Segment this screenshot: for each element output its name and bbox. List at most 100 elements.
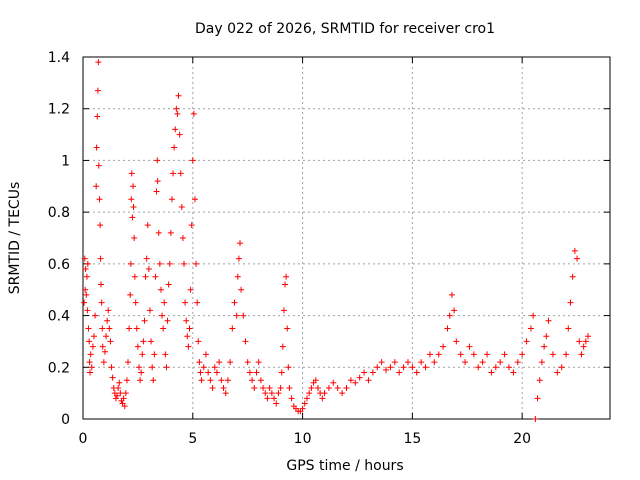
data-point	[97, 255, 104, 262]
data-point	[181, 260, 188, 267]
data-point	[574, 255, 581, 262]
data-point	[128, 170, 135, 177]
data-point	[246, 369, 253, 376]
data-point	[440, 343, 447, 350]
y-tick-label: 1.2	[48, 102, 70, 118]
data-point	[519, 351, 526, 358]
data-point	[128, 196, 135, 203]
data-point	[88, 364, 95, 371]
data-point	[179, 235, 186, 241]
data-point	[453, 338, 460, 345]
data-point	[129, 214, 136, 221]
data-point	[347, 377, 354, 384]
data-point	[154, 178, 161, 185]
data-point	[117, 390, 124, 397]
data-point	[139, 351, 146, 358]
data-point	[479, 359, 486, 366]
data-point	[538, 359, 545, 366]
data-point	[137, 377, 144, 384]
data-point	[173, 105, 180, 112]
data-point	[103, 333, 110, 340]
data-point	[488, 369, 495, 376]
data-point	[98, 299, 105, 306]
data-point	[470, 351, 477, 358]
data-point	[115, 384, 122, 391]
data-point	[275, 390, 282, 397]
data-point	[545, 317, 552, 324]
data-point	[86, 338, 93, 345]
data-point	[285, 364, 292, 371]
data-point	[99, 343, 106, 350]
data-point	[543, 333, 550, 340]
data-point	[257, 377, 264, 384]
data-point	[135, 364, 142, 371]
data-point	[178, 203, 185, 210]
data-point	[205, 369, 212, 376]
data-point	[187, 286, 194, 293]
data-point	[569, 273, 576, 280]
data-point	[369, 369, 376, 376]
data-point	[231, 299, 238, 306]
data-point	[541, 343, 548, 350]
data-point	[108, 364, 115, 371]
data-point	[457, 351, 464, 358]
data-point	[554, 369, 561, 376]
data-point	[193, 260, 200, 267]
data-point	[149, 364, 156, 371]
data-point	[216, 359, 223, 366]
data-point	[501, 351, 508, 358]
data-point	[207, 377, 214, 384]
data-point	[220, 384, 227, 391]
data-point	[413, 369, 420, 376]
data-point	[198, 377, 205, 384]
data-point	[120, 395, 127, 402]
x-axis-title: GPS time / hours	[286, 458, 403, 474]
data-point	[123, 377, 130, 384]
data-point	[497, 359, 504, 366]
data-point	[233, 312, 240, 319]
data-point	[578, 351, 585, 358]
data-point	[279, 343, 286, 350]
data-point	[277, 384, 284, 391]
data-point	[130, 183, 137, 190]
data-point	[195, 338, 202, 345]
data-point	[104, 317, 111, 324]
data-point	[308, 384, 315, 391]
data-point	[492, 364, 499, 371]
grid	[83, 57, 610, 419]
data-point	[448, 291, 455, 298]
data-point	[396, 369, 403, 376]
data-point	[160, 325, 167, 332]
data-point	[94, 87, 101, 94]
data-point	[185, 343, 192, 350]
data-point	[90, 333, 97, 340]
data-point	[184, 333, 191, 340]
data-point	[132, 299, 139, 306]
data-point	[82, 286, 89, 293]
y-tick-label: 0.4	[48, 309, 70, 325]
data-point	[224, 377, 231, 384]
data-point	[89, 343, 96, 350]
data-point	[153, 188, 160, 195]
data-point	[177, 170, 184, 177]
data-point	[374, 364, 381, 371]
plot-area	[82, 56, 611, 420]
x-tick-label: 10	[294, 431, 312, 447]
data-point	[282, 281, 289, 288]
data-point	[163, 364, 170, 371]
data-point	[109, 374, 116, 381]
data-point	[356, 374, 363, 381]
data-point	[409, 364, 416, 371]
data-point	[145, 266, 152, 273]
data-point	[131, 273, 138, 280]
data-point	[85, 325, 92, 332]
data-point	[93, 183, 100, 190]
data-point	[283, 273, 290, 280]
data-point	[168, 196, 175, 203]
data-point	[176, 131, 183, 138]
data-point	[273, 400, 280, 407]
data-point	[125, 359, 132, 366]
data-point	[146, 307, 153, 314]
data-point	[249, 377, 256, 384]
data-point	[107, 338, 114, 345]
